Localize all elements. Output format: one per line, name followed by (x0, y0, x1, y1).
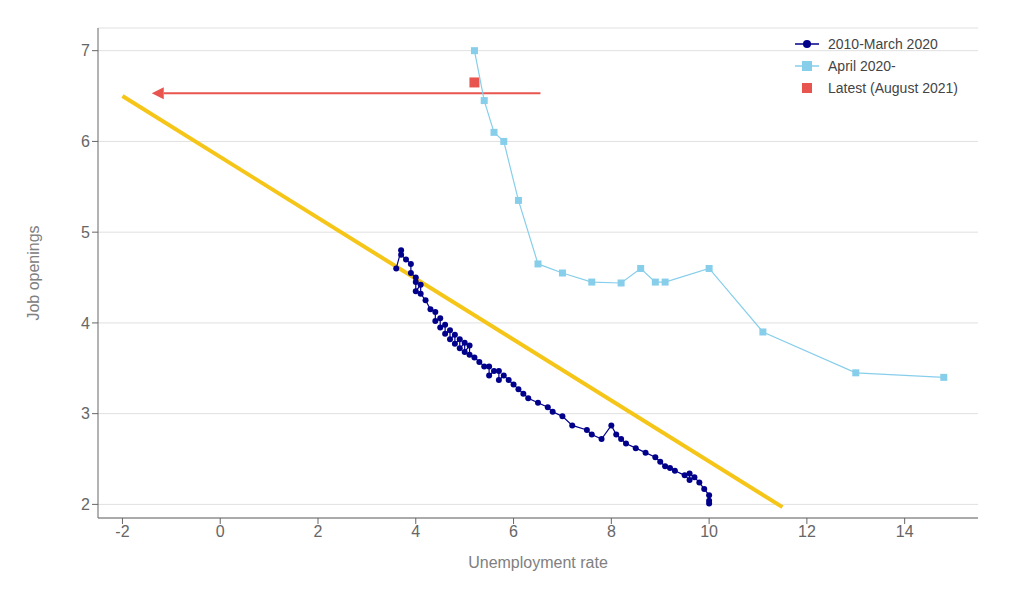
html-text:April 2020-: April 2020- (828, 58, 896, 74)
svg-text:14: 14 (896, 523, 914, 540)
svg-text:Job openings: Job openings (25, 225, 42, 320)
svg-text:3: 3 (81, 405, 90, 422)
svg-text:4: 4 (81, 315, 90, 332)
svg-text:7: 7 (81, 42, 90, 59)
html-text:Latest (August 2021): Latest (August 2021) (828, 80, 958, 96)
svg-text:-2: -2 (115, 523, 129, 540)
svg-text:8: 8 (607, 523, 616, 540)
html-text:2010-March 2020: 2010-March 2020 (828, 36, 938, 52)
svg-text:6: 6 (509, 523, 518, 540)
svg-text:6: 6 (81, 133, 90, 150)
svg-text:12: 12 (798, 523, 816, 540)
svg-text:10: 10 (700, 523, 718, 540)
svg-text:Unemployment rate: Unemployment rate (468, 554, 608, 571)
svg-text:2: 2 (314, 523, 323, 540)
svg-text:5: 5 (81, 224, 90, 241)
svg-text:0: 0 (216, 523, 225, 540)
svg-text:2: 2 (81, 496, 90, 513)
svg-text:4: 4 (411, 523, 420, 540)
